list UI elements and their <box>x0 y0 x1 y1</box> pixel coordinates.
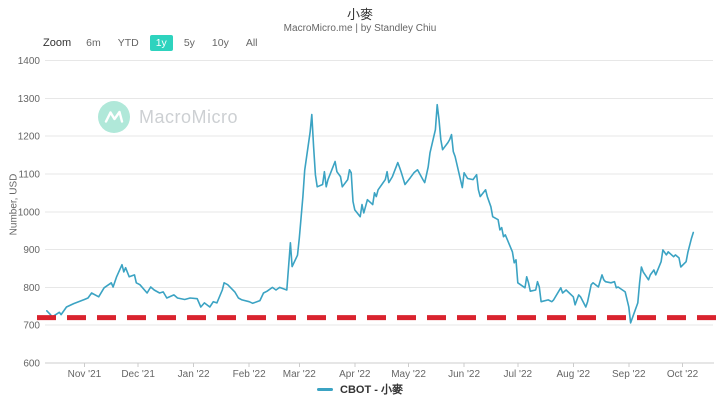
range-selector-toolbar: Zoom 6m YTD 1y 5y 10y All <box>43 35 264 51</box>
zoom-label: Zoom <box>43 37 72 49</box>
range-button-10y[interactable]: 10y <box>211 37 229 49</box>
x-tick-label: Oct '22 <box>667 369 699 380</box>
y-tick-label: 1400 <box>18 56 41 67</box>
y-tick-label: 900 <box>23 245 40 256</box>
range-button-ytd[interactable]: YTD <box>117 37 139 49</box>
x-tick-label: Feb '22 <box>233 369 266 380</box>
x-tick-label: May '22 <box>391 369 426 380</box>
x-tick-label: Jun '22 <box>448 369 480 380</box>
price-line-cbot-wheat[interactable] <box>45 103 695 324</box>
y-tick-label: 600 <box>23 359 40 370</box>
x-tick-label: Dec '21 <box>121 369 155 380</box>
legend-item-cbot-wheat[interactable]: CBOT - 小麥 <box>0 381 720 397</box>
x-tick-label: Apr '22 <box>339 369 371 380</box>
y-tick-label: 800 <box>23 283 40 294</box>
legend-line-marker <box>317 387 334 391</box>
range-button-5y[interactable]: 5y <box>183 37 195 49</box>
x-tick-label: Jan '22 <box>178 369 210 380</box>
x-tick-label: Jul '22 <box>503 369 532 380</box>
y-tick-label: 1100 <box>18 169 40 180</box>
page-title: 小麥 <box>346 7 373 22</box>
range-button-1y[interactable]: 1y <box>149 35 173 51</box>
chart-subtitle: MacroMicro.me | by Standley Chiu <box>283 23 437 34</box>
y-tick-label: 1200 <box>18 132 41 143</box>
range-button-6m[interactable]: 6m <box>86 37 101 49</box>
legend-label: CBOT - 小麥 <box>340 384 403 396</box>
y-tick-label: 1000 <box>18 207 41 218</box>
watermark-text: MacroMicro <box>139 106 239 127</box>
y-tick-label: 1300 <box>18 94 41 105</box>
x-tick-label: Sep '22 <box>612 369 646 380</box>
macromicro-logo-icon <box>98 101 130 133</box>
watermark: MacroMicro <box>98 101 238 133</box>
x-tick-label: Aug '22 <box>557 369 591 380</box>
y-tick-label: 700 <box>23 321 40 332</box>
range-button-all[interactable]: All <box>245 37 258 49</box>
x-tick-label: Mar '22 <box>283 369 316 380</box>
x-tick-label: Nov '21 <box>68 369 102 380</box>
